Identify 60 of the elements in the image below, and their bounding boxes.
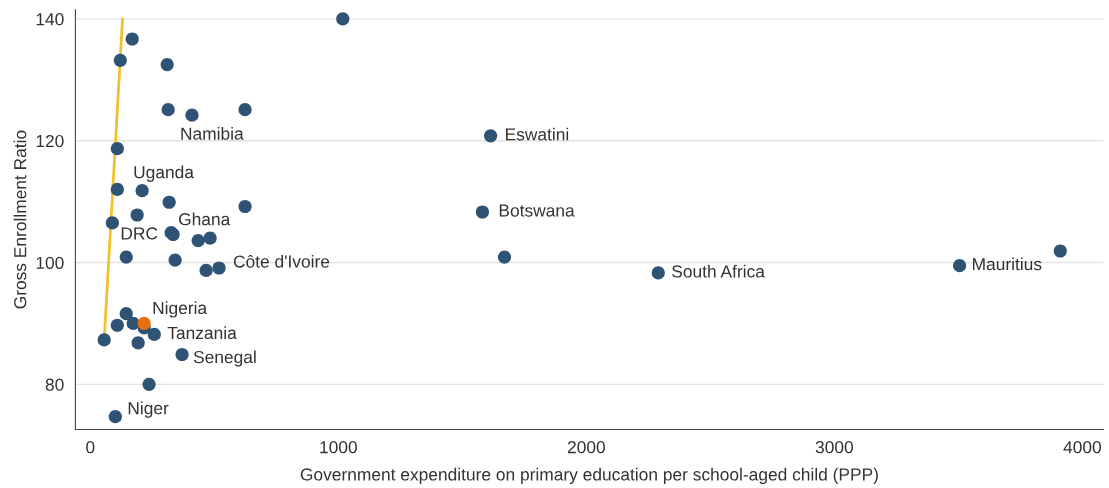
point: [110, 182, 124, 197]
point: [113, 53, 127, 67]
point: [953, 259, 967, 273]
y-tick-label: 120: [36, 134, 64, 148]
x-tick-label: 2000: [567, 441, 605, 454]
point: [119, 250, 133, 264]
point: [110, 318, 124, 332]
point: [651, 266, 665, 280]
point: [119, 307, 133, 321]
point: [110, 142, 124, 156]
y-tick-label: 80: [45, 378, 64, 391]
point: [105, 216, 119, 230]
point: [137, 316, 151, 331]
annotation: Senegal: [193, 350, 256, 367]
point: [484, 129, 498, 143]
point: [160, 57, 174, 72]
point: [125, 32, 139, 46]
annotation: Tanzania: [167, 326, 237, 340]
y-tick-label: 100: [36, 256, 64, 269]
point: [130, 208, 144, 222]
annotation: Namibia: [181, 127, 244, 140]
point: [238, 103, 252, 117]
point: [142, 377, 156, 391]
annotation: Côte d'Ivoire: [233, 254, 330, 268]
point: [161, 103, 175, 117]
point: [131, 336, 145, 350]
point: [168, 253, 182, 267]
annotation: Botswana: [499, 204, 575, 217]
point: [97, 333, 111, 347]
annotation: Mauritius: [973, 257, 1042, 271]
point: [162, 195, 176, 209]
point: [135, 184, 149, 198]
point: [497, 250, 512, 264]
annotation: South Africa: [672, 264, 765, 278]
point: [191, 234, 205, 248]
x-tick-label: 4000: [1063, 441, 1102, 454]
y-axis-title: Gross Enrollment Ratio: [13, 130, 27, 309]
x-tick-label: 1000: [320, 441, 357, 454]
point: [1053, 244, 1067, 258]
annotation: Ghana: [179, 212, 231, 226]
y-tick-label: 140: [36, 13, 64, 26]
point: [212, 261, 226, 275]
point: [203, 231, 217, 245]
annotation: Niger: [128, 401, 169, 418]
x-tick-label: 3000: [815, 441, 853, 454]
annotation: Uganda: [134, 165, 194, 182]
point: [238, 199, 252, 214]
point: [126, 316, 140, 331]
annotation: DRC: [121, 227, 158, 240]
point: [108, 410, 122, 424]
x-tick-label: 0: [86, 441, 95, 454]
point: [175, 347, 189, 362]
point: [185, 108, 199, 122]
x-axis-title: Government expenditure on primary education per school-aged child (PPP): [300, 467, 878, 485]
point: [199, 263, 213, 278]
point: [147, 327, 161, 342]
point: [336, 12, 350, 26]
point: [475, 205, 489, 219]
annotation: Nigeria: [153, 301, 208, 318]
annotation: Eswatini: [506, 127, 569, 141]
